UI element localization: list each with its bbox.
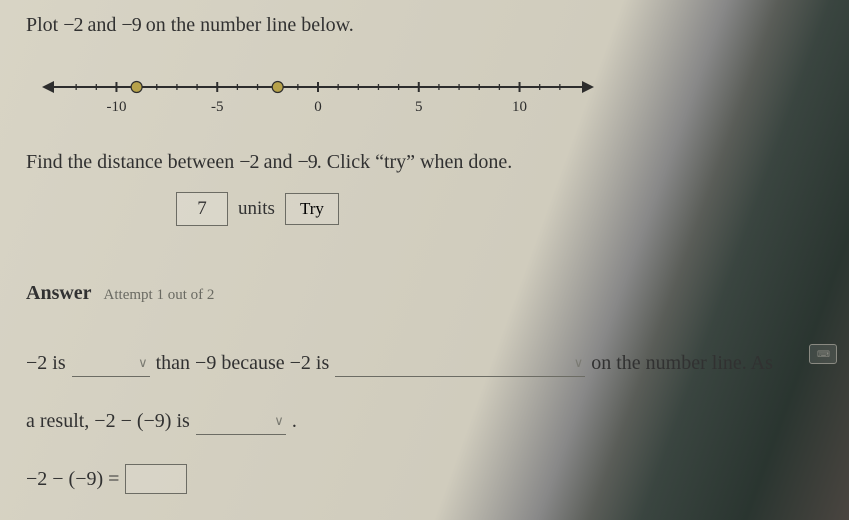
numberline-svg[interactable]: -10 -5 0 5 10 bbox=[38, 71, 598, 121]
find-a: −2 bbox=[239, 151, 258, 173]
instr-a: −2 bbox=[63, 14, 82, 36]
dropdown-position[interactable]: ∨ bbox=[335, 349, 585, 377]
distance-input[interactable]: 7 bbox=[176, 192, 228, 226]
chevron-down-icon: ∨ bbox=[574, 347, 584, 378]
svg-text:-10: -10 bbox=[106, 99, 126, 115]
answer-label: Answer bbox=[26, 282, 92, 305]
svg-text:0: 0 bbox=[314, 99, 322, 115]
keyboard-icon[interactable]: ⌨ bbox=[809, 344, 837, 364]
sent-1a: −2 is bbox=[26, 339, 66, 387]
svg-text:5: 5 bbox=[415, 99, 423, 115]
chevron-down-icon: ∨ bbox=[138, 347, 148, 378]
result-input[interactable] bbox=[125, 464, 187, 494]
sent-1b: than −9 because −2 is bbox=[156, 339, 330, 387]
dropdown-comparison[interactable]: ∨ bbox=[72, 349, 150, 377]
instr-mid: and bbox=[83, 14, 122, 36]
find-b: −9 bbox=[297, 151, 316, 173]
instr-b: −9 bbox=[121, 14, 140, 36]
sent-2a: a result, −2 − (−9) is bbox=[26, 397, 190, 445]
answer-header: Answer Attempt 1 out of 2 bbox=[26, 282, 700, 305]
attempt-text: Attempt 1 out of 2 bbox=[104, 287, 215, 304]
find-prefix: Find the distance between bbox=[26, 151, 239, 173]
svg-text:10: 10 bbox=[512, 99, 527, 115]
sent-1c: on the number line. As bbox=[591, 339, 773, 387]
chevron-down-icon: ∨ bbox=[274, 405, 284, 436]
svg-text:-5: -5 bbox=[211, 99, 224, 115]
plot-instruction: Plot −2 and −9 on the number line below. bbox=[26, 14, 700, 37]
dropdown-sign[interactable]: ∨ bbox=[196, 407, 286, 435]
instr-prefix: Plot bbox=[26, 14, 63, 36]
units-label: units bbox=[238, 198, 275, 220]
sent-3a: −2 − (−9) = bbox=[26, 455, 119, 503]
find-mid: and bbox=[259, 151, 298, 173]
find-instruction: Find the distance between −2 and −9. Cli… bbox=[26, 151, 700, 174]
try-button[interactable]: Try bbox=[285, 193, 339, 225]
numberline-container[interactable]: -10 -5 0 5 10 bbox=[38, 71, 700, 121]
find-suffix: . Click “try” when done. bbox=[317, 151, 513, 173]
sentence-area: −2 is ∨ than −9 because −2 is ∨ on the n… bbox=[26, 339, 700, 503]
units-row: 7 units Try bbox=[176, 192, 700, 226]
sent-2b: . bbox=[292, 397, 297, 445]
instr-suffix: on the number line below. bbox=[141, 14, 354, 36]
